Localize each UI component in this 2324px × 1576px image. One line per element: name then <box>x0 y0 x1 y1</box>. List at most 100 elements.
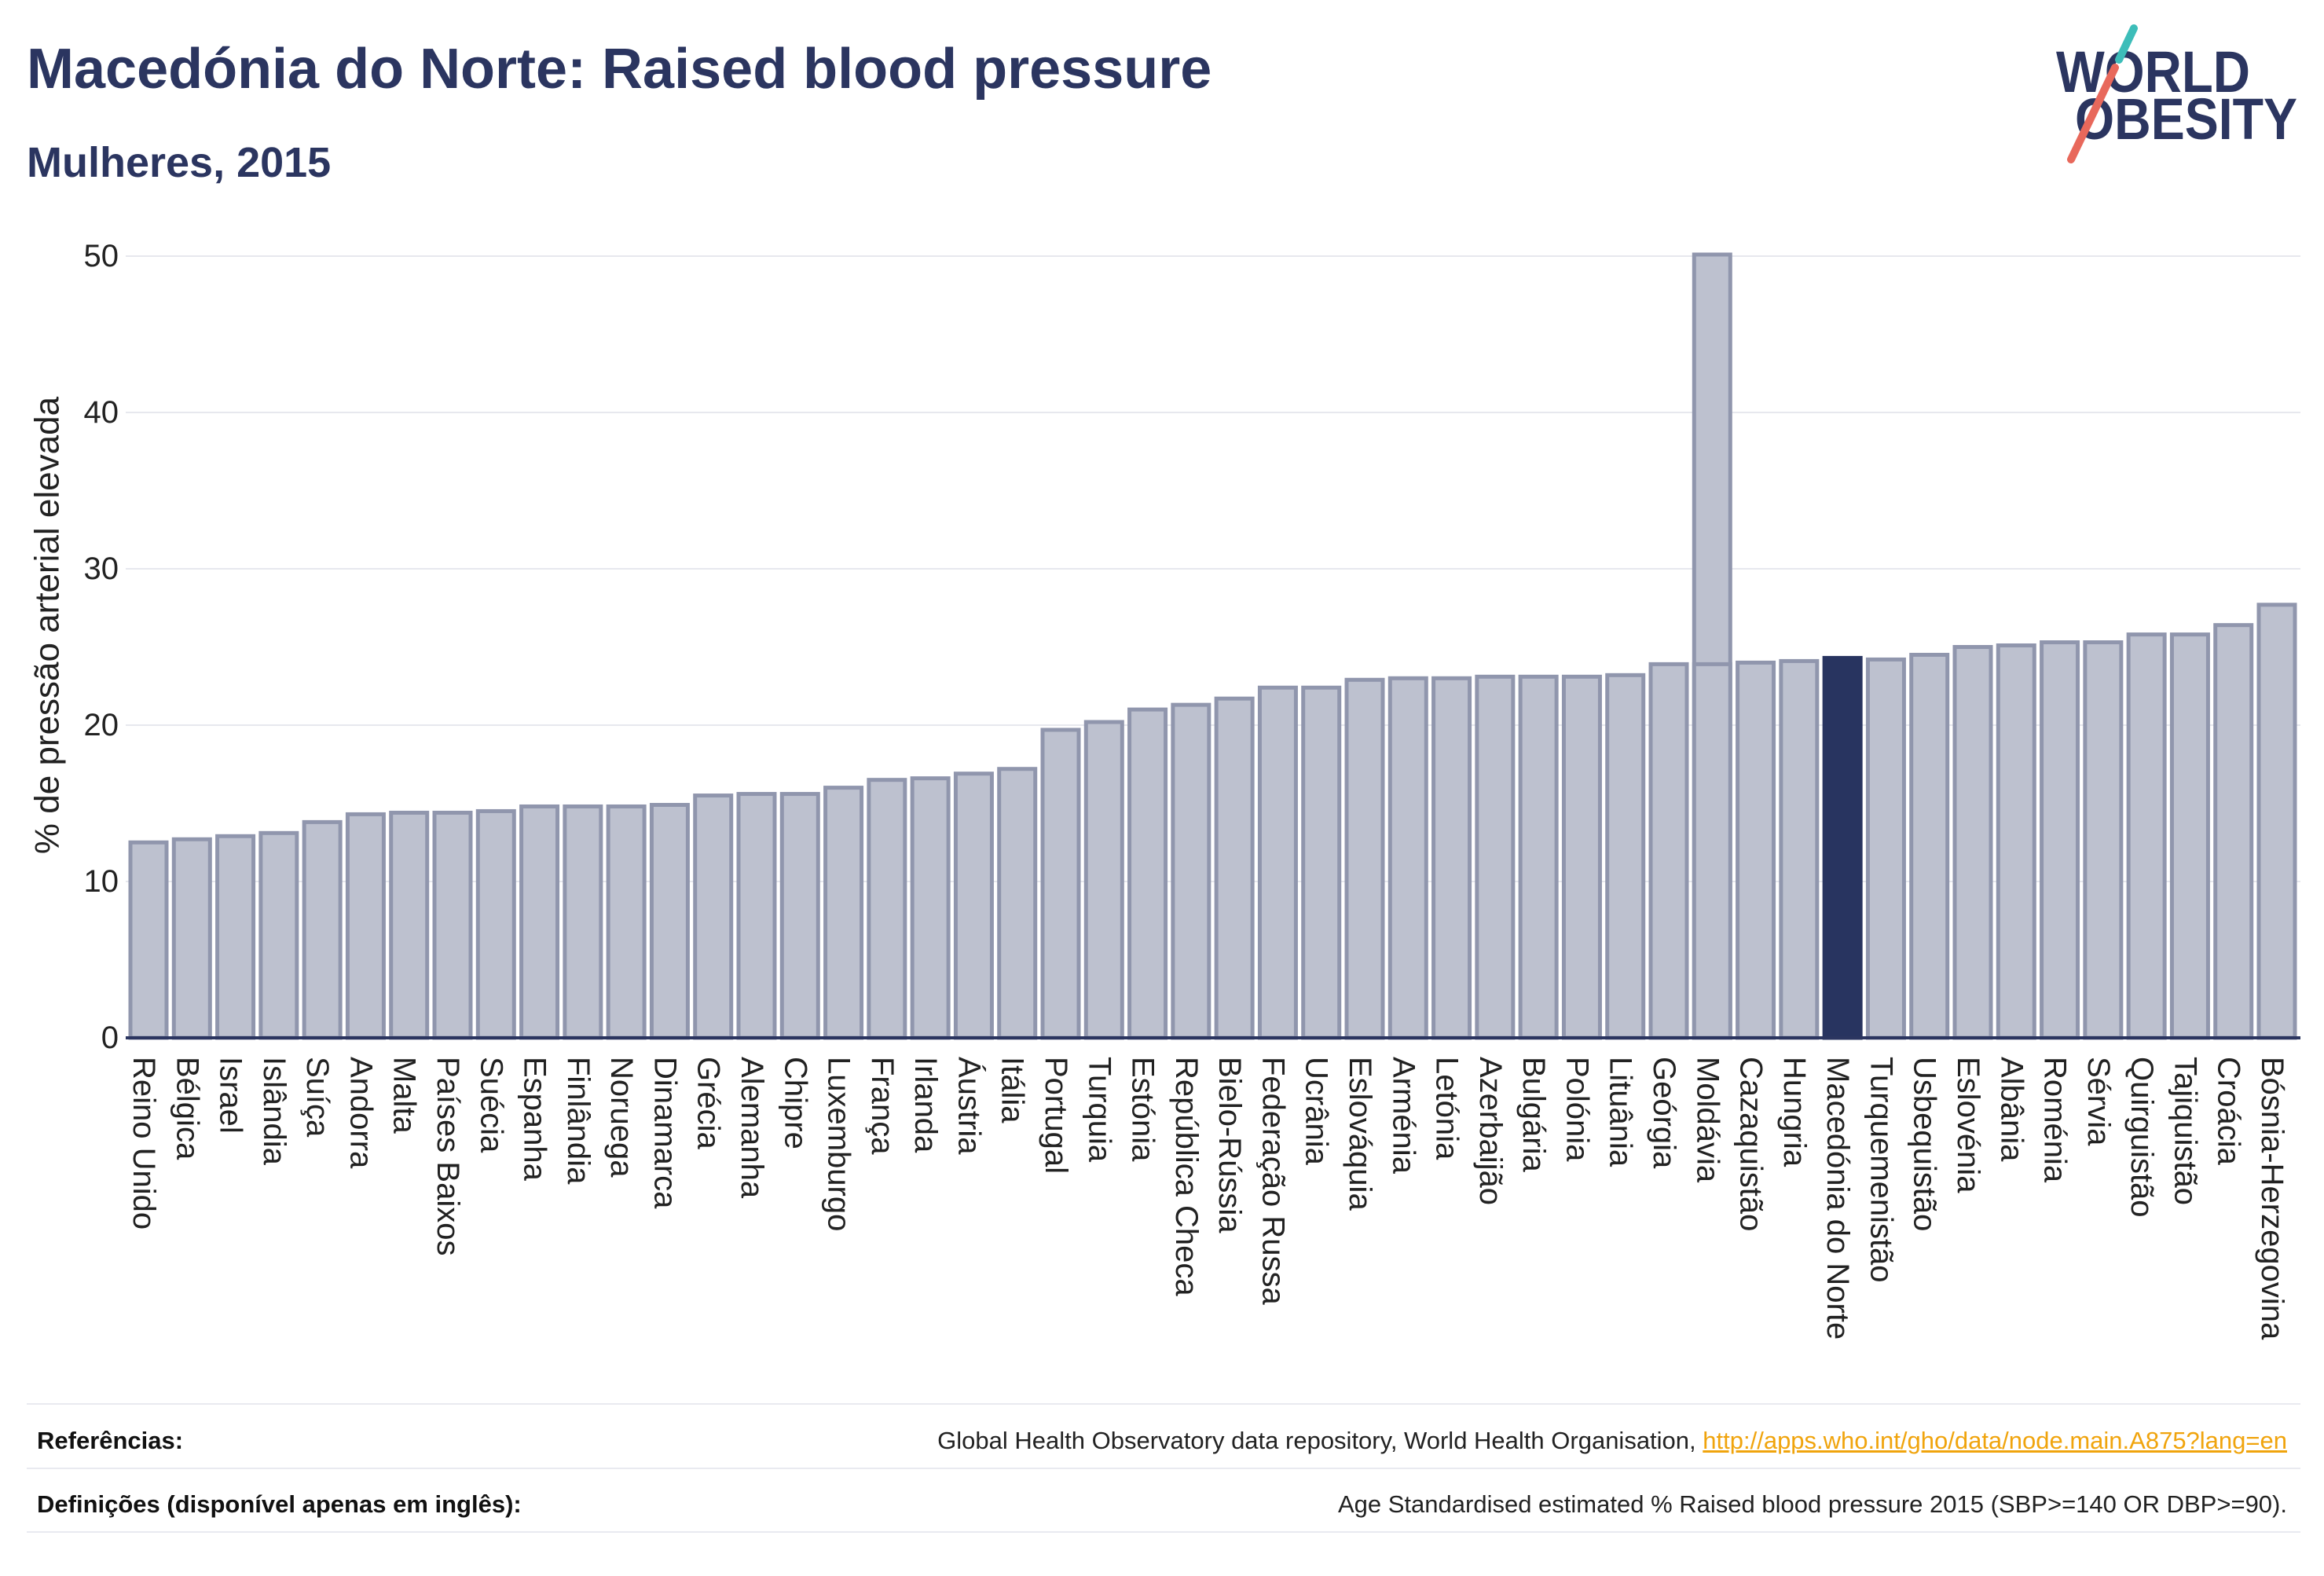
y-tick-label: 10 <box>84 864 119 899</box>
bar <box>302 819 343 1040</box>
bar <box>128 840 169 1040</box>
definitions-text: Age Standardised estimated % Raised bloo… <box>1337 1490 2287 1518</box>
bar <box>1387 676 1428 1040</box>
bar <box>475 808 516 1040</box>
definitions-label: Definições (disponível apenas em inglês)… <box>37 1490 522 1518</box>
bar <box>1648 662 1689 1040</box>
x-tick-label: Arménia <box>1386 1057 1420 1175</box>
x-tick-label: Roménia <box>2038 1057 2073 1183</box>
logo-text-world: WORLD <box>2056 39 2250 104</box>
bar <box>1475 674 1516 1040</box>
references-source: Global Health Observatory data repositor… <box>937 1425 2287 1457</box>
bar <box>1605 673 1646 1040</box>
bar <box>2256 603 2297 1040</box>
bar <box>1952 645 1993 1040</box>
x-tick-label: Eslovénia <box>1951 1057 1985 1193</box>
bar <box>1040 728 1081 1040</box>
bar <box>1127 707 1168 1040</box>
x-tick-label: Cazaquistão <box>1734 1057 1769 1231</box>
x-tick-label: Grécia <box>691 1057 726 1150</box>
bars <box>128 252 2297 1040</box>
x-tick-label: Usbequistão <box>1908 1057 1942 1231</box>
x-tick-label: Áustria <box>951 1057 987 1155</box>
footer-divider <box>27 1403 2300 1405</box>
bar <box>519 804 560 1040</box>
y-tick-label: 40 <box>84 395 119 430</box>
bar <box>1214 696 1255 1040</box>
x-tick-label: Tajiquistão <box>2168 1057 2202 1205</box>
bar <box>649 802 690 1040</box>
x-tick-label: República Checa <box>1169 1057 1204 1296</box>
bar <box>2126 632 2167 1040</box>
x-tick-label: Bulgária <box>1516 1057 1551 1173</box>
page-title: Macedónia do Norte: Raised blood pressur… <box>27 38 1212 101</box>
x-tick-label: Luxemburgo <box>822 1057 856 1231</box>
x-tick-label: Noruega <box>604 1057 639 1178</box>
x-tick-label: Portugal <box>1039 1057 1073 1174</box>
bar <box>1865 657 1906 1040</box>
x-tick-label: Andorra <box>343 1057 378 1169</box>
x-tick-label: Hungria <box>1777 1057 1812 1167</box>
x-tick-label: Polónia <box>1560 1057 1594 1162</box>
x-tick-label: Reino Unido <box>126 1057 161 1230</box>
y-tick-labels: 0 10 20 30 40 50 <box>84 239 119 1055</box>
x-tick-label: Espanha <box>518 1057 552 1182</box>
bar <box>779 792 820 1040</box>
x-tick-labels: Reino Unido Bélgica Israel Islândia Suíça And… <box>126 1057 2289 1340</box>
bar <box>1779 658 1820 1040</box>
references-text: Global Health Observatory data repositor… <box>937 1427 1696 1454</box>
x-tick-label: Irlanda <box>908 1057 943 1153</box>
bar <box>215 834 256 1040</box>
bar <box>1909 652 1950 1040</box>
page-subtitle: Mulheres, 2015 <box>27 139 332 186</box>
bar <box>1996 643 2036 1040</box>
definitions-row: Definições (disponível apenas em inglês)… <box>37 1489 2287 1520</box>
x-tick-label: Turquia <box>1082 1057 1116 1163</box>
bar <box>2083 640 2124 1040</box>
x-tick-label: Países Baixos <box>431 1057 465 1255</box>
x-tick-label: Macedónia do Norte <box>1820 1057 1855 1340</box>
y-tick-label: 20 <box>84 708 119 742</box>
y-tick-label: 50 <box>84 239 119 273</box>
x-tick-label: Letónia <box>1430 1057 1464 1160</box>
x-tick-label: Geórgia <box>1647 1057 1681 1169</box>
bar <box>1301 685 1342 1040</box>
references-row: Referências: Global Health Observatory d… <box>37 1425 2287 1457</box>
bar <box>867 778 907 1040</box>
x-tick-label: Alemanha <box>735 1057 769 1199</box>
x-tick-label: Croácia <box>2212 1057 2246 1166</box>
y-tick-label: 0 <box>101 1021 119 1055</box>
logo-slash-bottom <box>2067 64 2119 163</box>
references-link[interactable]: http://apps.who.int/gho/data/node.main.A… <box>1703 1427 2287 1454</box>
bar <box>953 772 994 1040</box>
bar-chart: 0 10 20 30 40 50 Reino Unido Bélgica Israel Islâ… <box>28 239 2300 1340</box>
bar <box>1518 674 1559 1040</box>
bar <box>1692 662 1732 1040</box>
bar <box>432 810 473 1040</box>
bar <box>910 776 951 1040</box>
bar <box>1171 702 1211 1040</box>
bar <box>2169 632 2210 1040</box>
x-tick-label: Chipre <box>778 1057 812 1149</box>
bar <box>171 837 212 1040</box>
bar <box>2040 640 2080 1040</box>
x-tick-label: Bélgica <box>170 1057 204 1160</box>
x-tick-label: Lituânia <box>1604 1057 1638 1167</box>
x-tick-label: Sérvia <box>2081 1057 2116 1146</box>
x-tick-label: Suécia <box>474 1057 508 1153</box>
logo-slash-top <box>2115 24 2138 64</box>
bar <box>258 830 299 1040</box>
x-tick-label: Itália <box>995 1057 1030 1123</box>
world-obesity-logo: WORLD OBESITY <box>2056 24 2297 163</box>
x-tick-label: Dinamarca <box>647 1057 682 1209</box>
bar <box>736 792 777 1040</box>
bar <box>823 786 864 1040</box>
bar <box>606 804 647 1040</box>
x-tick-label: Malta <box>387 1057 422 1134</box>
x-tick-label: Bósnia-Herzegovina <box>2255 1057 2289 1340</box>
footer-divider <box>27 1531 2300 1533</box>
bar <box>345 812 386 1040</box>
x-tick-label: Finlândia <box>561 1057 596 1185</box>
bar <box>1083 720 1124 1040</box>
